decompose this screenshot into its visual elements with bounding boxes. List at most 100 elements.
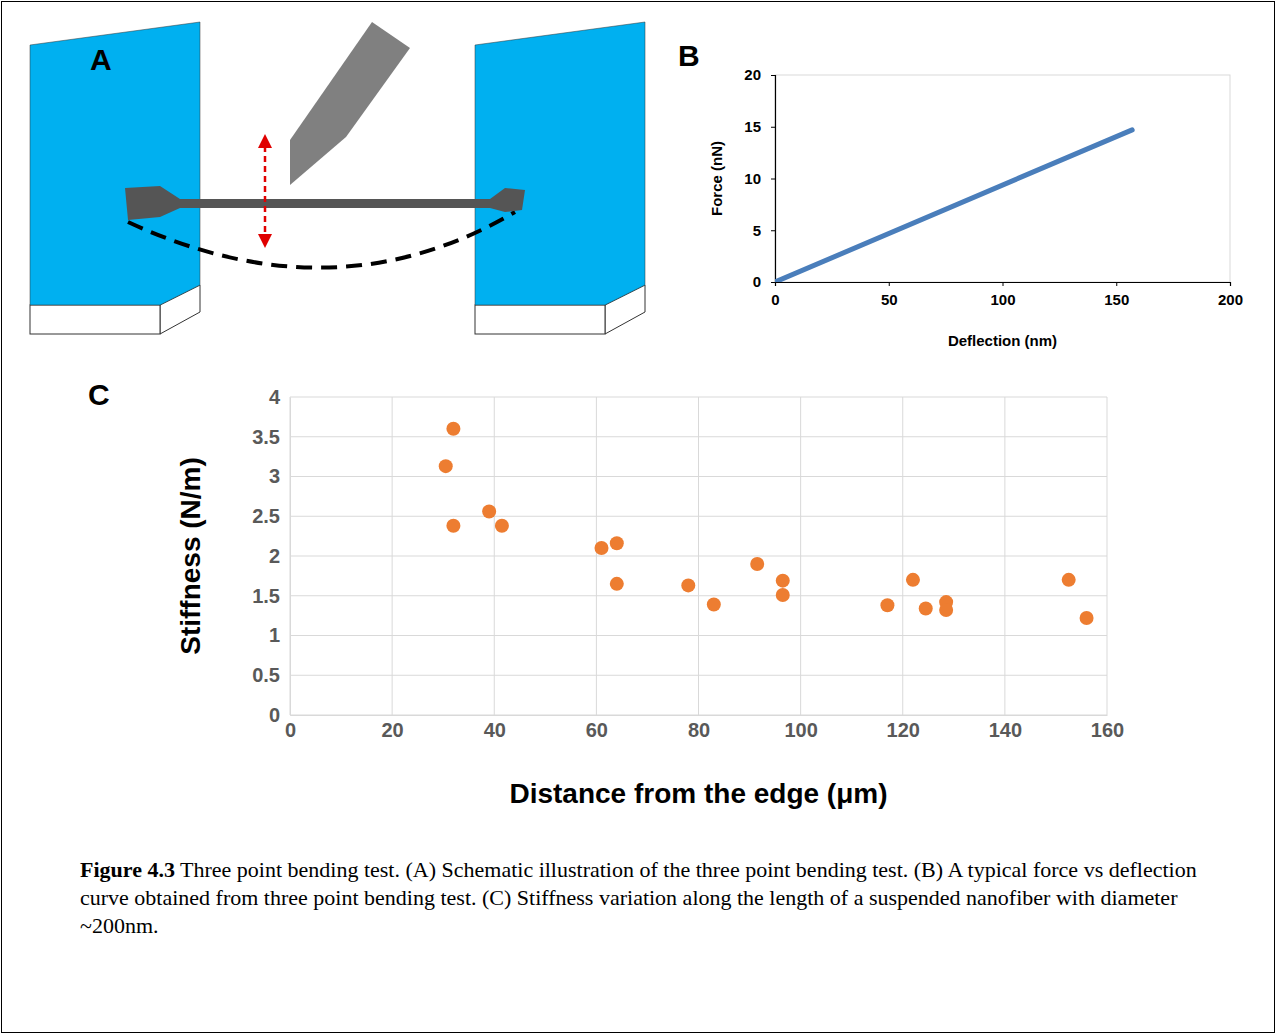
data-point (610, 577, 624, 591)
tick-label: 4 (269, 386, 281, 408)
tick: 20 (744, 66, 775, 83)
arrow-head-up (258, 134, 272, 148)
pad-front (475, 305, 605, 334)
tick: 200 (1218, 282, 1243, 308)
data-point (446, 519, 460, 533)
pad-front (30, 305, 160, 334)
tick-label: 20 (382, 719, 404, 741)
data-line (775, 130, 1132, 282)
tick: 100 (990, 282, 1015, 308)
tick-label: 160 (1091, 719, 1124, 741)
tick: 0 (285, 715, 296, 741)
data-point (1062, 573, 1076, 587)
tick: 3.5 (252, 426, 290, 448)
schematic (30, 22, 645, 334)
tick-label: 50 (881, 291, 898, 308)
tick-mark (771, 282, 775, 283)
data-point (446, 422, 460, 436)
tick-label: 0 (753, 273, 761, 290)
tick-mark (1116, 282, 1117, 286)
tick-label: 100 (784, 719, 817, 741)
grid-line-x (902, 397, 903, 715)
marks (439, 422, 1094, 625)
data-point (750, 557, 764, 571)
tick: 0.5 (252, 664, 290, 686)
tick: 5 (753, 222, 775, 239)
data-point (439, 459, 453, 473)
chart: 0 50 100 150 200 0 5 10 15 20 Deflection (nm) Force… (708, 66, 1243, 349)
y-axis-title: Force (nN) (708, 141, 725, 216)
marks (775, 130, 1132, 282)
data-point (906, 573, 920, 587)
deflected-shape (128, 212, 515, 268)
x-axis-title: Deflection (nm) (948, 332, 1057, 349)
grid-line-x (1004, 397, 1005, 715)
tick-label: 10 (744, 170, 761, 187)
data-point (610, 536, 624, 550)
y-axis: 0 0.5 1 1.5 2 2.5 3 3.5 4 (252, 386, 290, 726)
x-axis-title: Distance from the edge (μm) (509, 778, 887, 809)
tick-mark (1003, 282, 1004, 286)
tick: 2 (269, 545, 290, 567)
panel-letter: A (90, 43, 112, 76)
tick: 100 (784, 715, 817, 741)
tick-mark (889, 282, 890, 286)
grid (290, 397, 1107, 715)
grid-line-x (800, 397, 801, 715)
axis-line (771, 76, 776, 283)
tick-label: 140 (989, 719, 1022, 741)
panel-letter: C (88, 378, 110, 411)
tick: 60 (586, 715, 608, 741)
tick: 80 (688, 715, 710, 741)
data-point (919, 601, 933, 615)
tick-label: 2.5 (252, 505, 280, 527)
tick-mark (771, 230, 775, 231)
tick-label: 150 (1104, 291, 1129, 308)
tick-label: 20 (744, 66, 761, 83)
tick-label: 1.5 (252, 585, 280, 607)
tick: 1.5 (252, 585, 290, 607)
tick-label: 5 (753, 222, 761, 239)
nanofiber (125, 186, 525, 220)
arrow-shaft (264, 146, 267, 236)
y-axis: 0 5 10 15 20 (744, 66, 775, 290)
tick: 3 (269, 465, 290, 487)
tick-label: 0 (269, 704, 280, 726)
tick: 1 (269, 624, 290, 646)
tick: 15 (744, 118, 775, 135)
tick-label: 0 (285, 719, 296, 741)
tick: 150 (1104, 282, 1129, 308)
tick-label: 3.5 (252, 426, 280, 448)
grid-line-x (596, 397, 597, 715)
tick-label: 200 (1218, 291, 1243, 308)
caption-label: Figure 4.3 (80, 857, 175, 882)
x-axis: 020406080100120140160 (285, 715, 1124, 741)
data-point (495, 519, 509, 533)
axis-line (290, 398, 291, 716)
grid-line-x (494, 397, 495, 715)
tick-label: 120 (887, 719, 920, 741)
tick: 0 (771, 282, 779, 308)
grid-line-x (698, 397, 699, 715)
data-point (880, 598, 894, 612)
caption: Figure 4.3 Three point bending test. (A)… (80, 856, 1230, 940)
tick-label: 3 (269, 465, 280, 487)
axis-line (291, 715, 1108, 716)
tick-label: 100 (990, 291, 1015, 308)
tick-label: 0.5 (252, 664, 280, 686)
tick: 140 (989, 715, 1022, 741)
panel-letter: B (678, 39, 700, 72)
data-point (776, 588, 790, 602)
tick-label: 2 (269, 545, 280, 567)
tick: 160 (1091, 715, 1124, 741)
afm-probe (290, 22, 410, 185)
pad-top (475, 22, 645, 305)
tick: 20 (382, 715, 404, 741)
tick: 4 (269, 386, 290, 408)
tick-mark (771, 75, 775, 76)
x-axis: 0 50 100 150 200 (771, 282, 1243, 308)
y-axis-title: Stiffness (N/m) (175, 457, 206, 655)
pad-top (30, 22, 200, 305)
axis-line (776, 283, 1231, 287)
tick-label: 60 (586, 719, 608, 741)
